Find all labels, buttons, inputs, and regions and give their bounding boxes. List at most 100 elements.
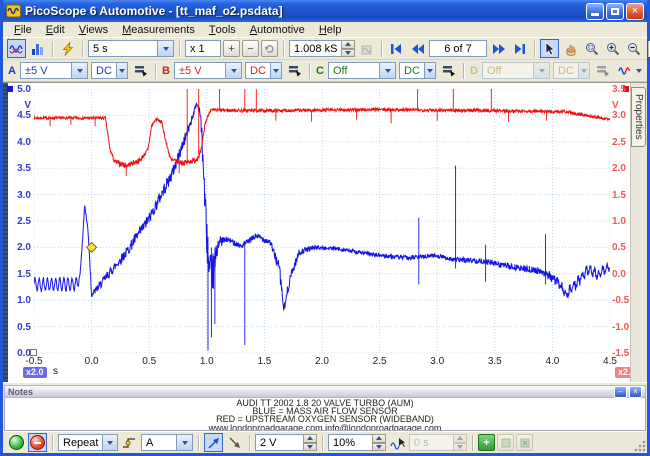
minimize-button[interactable]	[586, 2, 604, 20]
left-axis-tick: 4.0	[17, 136, 31, 148]
channel-coupling-select[interactable]: DC	[91, 62, 128, 79]
zoom-in-x-button[interactable]: +	[223, 40, 240, 57]
trigger-delay-value: 0 s	[409, 434, 453, 451]
channel-range-select[interactable]: ±5 V	[20, 62, 88, 79]
spin-up-icon[interactable]	[341, 40, 355, 49]
channel-coupling-select[interactable]: DC	[553, 62, 590, 79]
resize-grip[interactable]	[634, 440, 646, 452]
scope-view[interactable]: x2.0 s x2.0 Properties 5.0 4.5 4.0 3.5 3.0 2.…	[3, 82, 647, 382]
notes-text[interactable]: AUDI TT 2002 1.8 20 VALVE TURBO (AUM) BLU…	[4, 398, 646, 431]
rising-edge-button[interactable]	[204, 433, 223, 452]
left-axis-zoom-badge[interactable]: x2.0	[23, 367, 47, 378]
normal-selection-tool[interactable]	[540, 39, 559, 58]
channel-a-axis-marker[interactable]	[7, 86, 13, 92]
chevron-down-icon[interactable]	[533, 63, 549, 78]
zoom-undo-button[interactable]	[261, 40, 278, 57]
chevron-down-icon[interactable]	[176, 435, 192, 450]
go-button[interactable]	[7, 433, 26, 452]
left-axis-tick: 1.0	[17, 295, 31, 307]
last-buffer-button[interactable]	[510, 39, 529, 58]
right-axis-tick: 1.0	[612, 216, 626, 227]
trigger-marker-button[interactable]	[388, 433, 407, 452]
chevron-down-icon[interactable]	[157, 41, 173, 56]
zoom-out-icon	[627, 42, 640, 55]
trigger-mode-select[interactable]: Repeat	[58, 434, 118, 451]
chevron-down-icon[interactable]	[269, 63, 281, 78]
add-measurement-button[interactable]: +	[478, 434, 495, 451]
chevron-down-icon[interactable]	[115, 63, 127, 78]
right-axis-tick: 1.5	[612, 189, 626, 201]
axis-origin-handle[interactable]	[30, 349, 37, 356]
buffer-position-field[interactable]: 6 of 7	[429, 40, 487, 57]
channel-options-button[interactable]	[285, 61, 304, 80]
sample-count-spinner[interactable]: 1.008 kS	[289, 40, 355, 57]
notes-header: Notes – ×	[4, 385, 646, 398]
trigger-mode-value: Repeat	[63, 436, 99, 449]
right-axis-tick: 3.0	[612, 110, 626, 122]
channel-options-icon	[288, 66, 301, 77]
channel-coupling-select[interactable]: DC	[245, 62, 282, 79]
scope-plot[interactable]	[34, 89, 610, 353]
channel-options-button[interactable]	[593, 61, 612, 80]
advanced-trigger-button[interactable]	[120, 433, 139, 452]
notes-minimize-button[interactable]: –	[614, 385, 627, 398]
spin-up-icon[interactable]	[303, 434, 317, 443]
spin-down-icon[interactable]	[341, 48, 355, 57]
left-splitter[interactable]	[3, 83, 8, 382]
channel-b-axis-marker[interactable]	[623, 86, 629, 92]
spin-down-icon[interactable]	[303, 442, 317, 451]
zoom-in-tool[interactable]	[603, 39, 622, 58]
trigger-source-select[interactable]: A	[141, 434, 193, 451]
channel-options-button[interactable]	[131, 61, 150, 80]
scope-view-button[interactable]	[7, 39, 26, 58]
channel-range-select[interactable]: Off	[482, 62, 550, 79]
previous-buffer-button[interactable]	[408, 39, 427, 58]
pretrigger-spinner[interactable]: 10%	[328, 434, 386, 451]
hand-tool[interactable]	[561, 39, 580, 58]
channel-range-select[interactable]: ±5 V	[174, 62, 242, 79]
chevron-down-icon[interactable]	[577, 63, 589, 78]
chevron-down-icon[interactable]	[423, 63, 435, 78]
spin-up-icon[interactable]	[372, 434, 386, 443]
zoom-multiplier-field[interactable]: x 1	[185, 40, 221, 57]
timebase-select[interactable]: 5 s	[88, 40, 174, 57]
channel-options-button[interactable]	[439, 61, 458, 80]
notes-close-button[interactable]: ×	[629, 385, 642, 398]
first-buffer-button[interactable]	[387, 39, 406, 58]
edit-icon	[501, 438, 510, 447]
left-axis-tick: 0.5	[17, 321, 31, 333]
auto-setup-button[interactable]	[58, 39, 77, 58]
chevron-down-icon[interactable]	[102, 435, 117, 450]
maximize-button[interactable]	[606, 2, 624, 20]
close-button[interactable]: ×	[626, 2, 644, 20]
stop-button[interactable]	[28, 433, 47, 452]
right-axis-zoom-badge[interactable]: x2.0	[615, 367, 639, 378]
spin-down-icon[interactable]	[372, 442, 386, 451]
chevron-down-icon[interactable]	[225, 63, 241, 78]
marquee-zoom-tool[interactable]	[582, 39, 601, 58]
zoom-out-x-button[interactable]: −	[242, 40, 259, 57]
channel-toolbar: A ±5 V DC B ±5 V DC C Off DC D Off DC	[3, 60, 647, 82]
chevron-down-icon[interactable]	[379, 63, 395, 78]
next-buffer-button[interactable]	[489, 39, 508, 58]
tab-properties[interactable]: Properties	[631, 87, 646, 147]
chevron-down-icon[interactable]	[71, 63, 87, 78]
signal-generator-button[interactable]	[617, 61, 643, 80]
falling-edge-button[interactable]	[225, 433, 244, 452]
zoom-out-tool[interactable]	[624, 39, 643, 58]
channel-range-select[interactable]: Off	[328, 62, 396, 79]
x-axis-tick: 4.5	[603, 356, 617, 367]
channel-coupling-select[interactable]: DC	[399, 62, 436, 79]
edit-measurement-button	[497, 434, 514, 451]
horizontal-splitter[interactable]	[3, 382, 647, 385]
next-icon	[492, 43, 505, 54]
trigger-threshold-spinner[interactable]: 2 V	[255, 434, 317, 451]
spectrum-view-button[interactable]	[28, 39, 47, 58]
